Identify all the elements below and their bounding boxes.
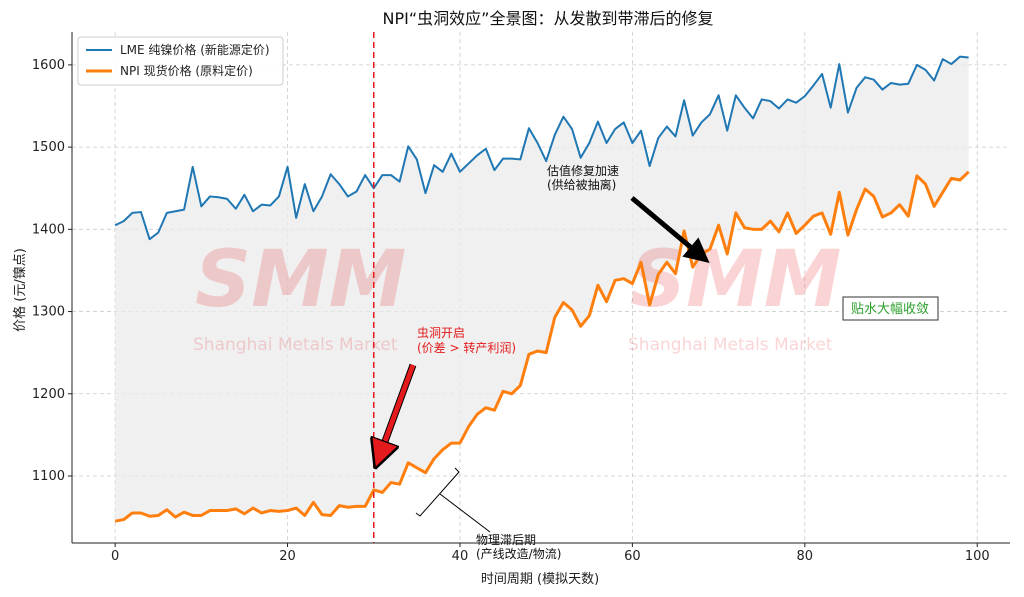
legend-label-npi: NPI 现货价格 (原料定价) [120, 63, 253, 78]
wormhole-label: 虫洞开启 [417, 326, 465, 340]
y-axis-label: 价格 (元/镍点) [12, 248, 28, 332]
y-tick-label: 1400 [32, 222, 65, 237]
converge-label: 贴水大幅收敛 [851, 301, 929, 317]
x-tick-label: 40 [452, 549, 469, 564]
x-tick-label: 80 [797, 549, 814, 564]
x-axis-label: 时间周期 (模拟天数) [481, 572, 599, 587]
y-tick-label: 1300 [32, 305, 65, 320]
y-tick-label: 1100 [32, 469, 65, 484]
spread-fill [115, 56, 969, 522]
wormhole-sublabel: (价差 > 转产利润) [417, 340, 516, 355]
y-tick-label: 1600 [32, 58, 65, 73]
npi-price-line [114, 170, 970, 523]
legend: LME 纯镍价格 (新能源定价) NPI 现货价格 (原料定价) [77, 36, 284, 86]
lag-sublabel: (产线改造/物流) [476, 547, 561, 561]
watermark-text: Shanghai Metals Market [193, 335, 398, 355]
repair-sublabel: (供给被抽离) [547, 177, 616, 192]
lme-price-line [114, 55, 969, 241]
chart-title: NPI“虫洞效应”全景图：从发散到带滞后的修复 [383, 9, 714, 28]
x-tick-label: 20 [279, 549, 296, 564]
watermark-text: Shanghai Metals Market [628, 335, 833, 355]
y-tick-label: 1500 [32, 140, 65, 155]
wormhole-arrow [380, 364, 416, 455]
watermark-logo: SMM [630, 235, 841, 325]
watermark: SMM Shanghai Metals Market SMM Shanghai … [193, 235, 841, 355]
repair-arrow [630, 196, 710, 264]
legend-label-lme: LME 纯镍价格 (新能源定价) [120, 42, 270, 57]
lag-label: 物理滞后期 [476, 533, 536, 547]
converge-box [842, 296, 939, 321]
y-tick-label: 1200 [32, 387, 65, 402]
repair-label: 估值修复加速 [547, 163, 619, 178]
x-tick-label: 60 [624, 549, 641, 564]
x-tick-label: 0 [111, 549, 119, 564]
lag-bracket [415, 467, 491, 533]
watermark-logo: SMM [195, 235, 406, 325]
x-tick-label: 100 [965, 549, 990, 564]
